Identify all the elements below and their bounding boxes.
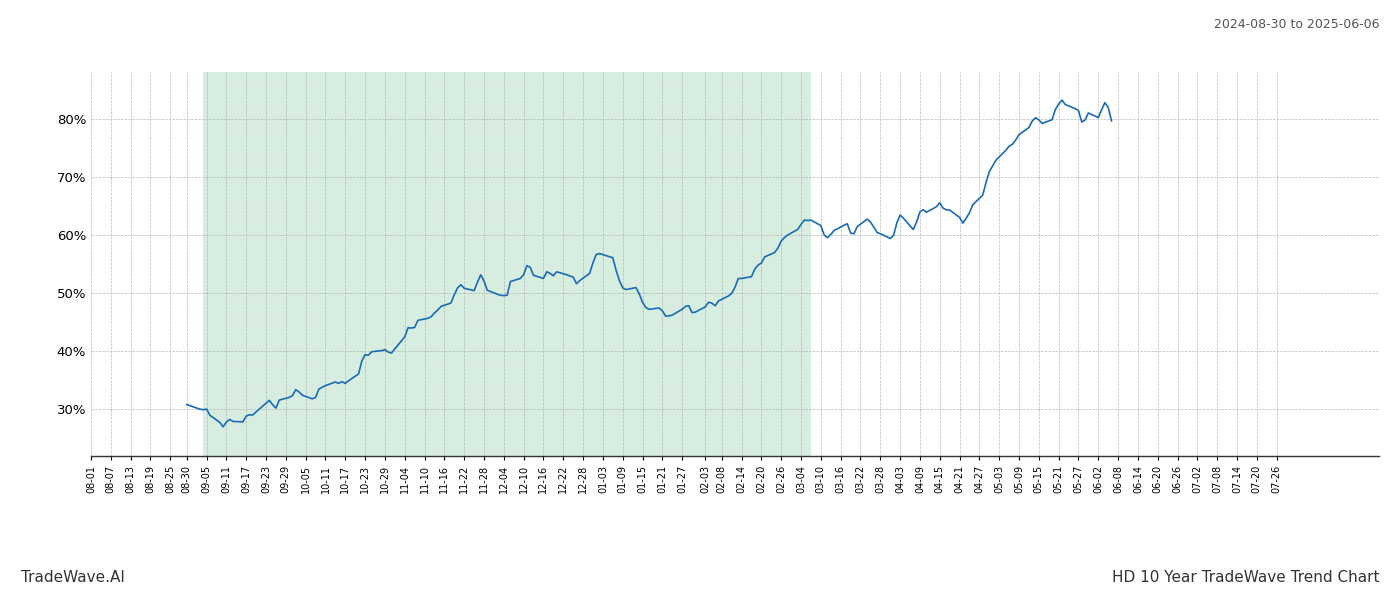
Bar bbox=[203, 72, 811, 456]
Text: 2024-08-30 to 2025-06-06: 2024-08-30 to 2025-06-06 bbox=[1214, 18, 1379, 31]
Text: TradeWave.AI: TradeWave.AI bbox=[21, 570, 125, 585]
Text: HD 10 Year TradeWave Trend Chart: HD 10 Year TradeWave Trend Chart bbox=[1112, 570, 1379, 585]
